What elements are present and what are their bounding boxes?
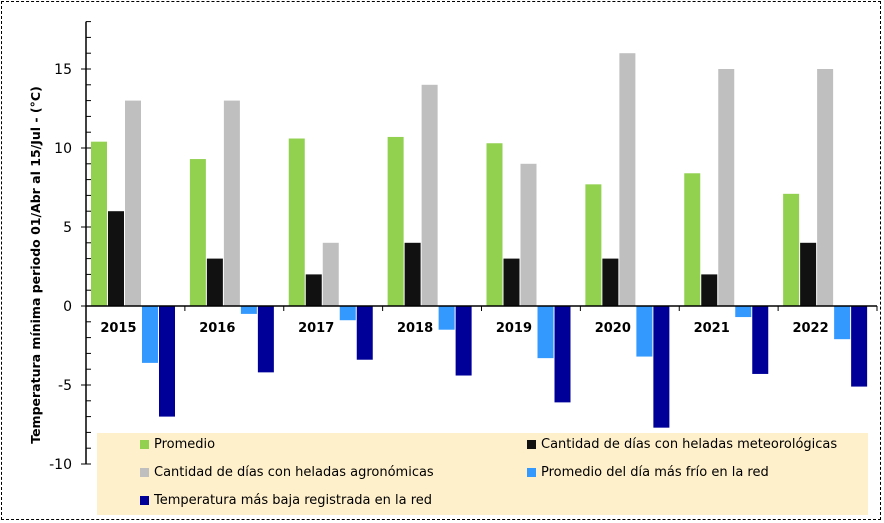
legend-item-temperatura-mas-baja: Temperatura más baja registrada en la re…	[140, 493, 432, 508]
bar-2021-series-1	[701, 274, 718, 306]
bar-2021-series-4	[752, 306, 769, 374]
legend-swatch	[527, 440, 536, 449]
x-tick-label: 2022	[792, 321, 828, 336]
bar-2015-series-4	[159, 306, 175, 417]
bar-2020-series-4	[653, 306, 670, 428]
y-axis-label: Temperatura mínima periodo 01/Abr al 15/…	[28, 86, 43, 444]
bar-2015-series-2	[125, 100, 141, 306]
bar-2017-series-4	[356, 306, 373, 360]
bar-2020-series-1	[602, 258, 619, 306]
bar-2016-series-1	[206, 258, 223, 306]
bar-2019-series-0	[486, 143, 503, 306]
bar-2020-series-0	[585, 184, 602, 306]
bar-2019-series-1	[503, 258, 520, 306]
legend: Promedio Cantidad de días con heladas me…	[97, 433, 868, 515]
legend-label: Promedio	[154, 437, 216, 452]
legend-swatch	[140, 468, 149, 477]
legend-label: Cantidad de días con heladas agronómicas	[154, 465, 434, 480]
x-tick-label: 2017	[298, 321, 334, 336]
bar-2018-series-4	[455, 306, 472, 376]
bar-2019-series-3	[537, 306, 554, 359]
bar-2019-series-2	[520, 163, 537, 306]
legend-item-heladas-agronomicas: Cantidad de días con heladas agronómicas	[140, 465, 434, 480]
bar-2015-series-3	[142, 306, 158, 363]
bar-2016-series-2	[223, 100, 240, 306]
bar-2022-series-2	[817, 69, 834, 306]
bar-2018-series-1	[404, 242, 421, 306]
legend-swatch	[527, 468, 536, 477]
bar-2018-series-0	[387, 136, 404, 306]
bar-2021-series-3	[735, 306, 752, 318]
x-tick-label: 2021	[694, 321, 730, 336]
bar-2016-series-0	[189, 159, 206, 306]
bar-2021-series-2	[718, 69, 735, 306]
bar-2015-series-0	[91, 141, 107, 306]
bar-2020-series-2	[619, 53, 636, 307]
y-tick-label: 5	[63, 220, 72, 236]
bar-2017-series-1	[305, 274, 322, 306]
bar-2017-series-0	[288, 138, 305, 306]
bars-layer	[91, 53, 868, 428]
legend-label: Temperatura más baja registrada en la re…	[154, 493, 433, 508]
x-tick-label: 2016	[199, 321, 235, 336]
y-tick-label: 15	[54, 62, 72, 78]
y-tick-label: -5	[58, 378, 72, 394]
x-tick-label: 2020	[595, 321, 631, 336]
y-tick-label: 0	[63, 299, 72, 315]
bar-2022-series-1	[800, 242, 817, 306]
bar-2022-series-4	[851, 306, 868, 387]
x-tick-label: 2015	[100, 321, 136, 336]
legend-item-promedio: Promedio	[140, 437, 215, 452]
bar-2022-series-0	[783, 193, 800, 306]
legend-swatch	[140, 440, 149, 449]
x-tick-label: 2018	[397, 321, 433, 336]
legend-label: Cantidad de días con heladas meteorológi…	[541, 437, 838, 452]
bar-2021-series-0	[684, 173, 701, 306]
legend-label: Promedio del día más frío en la red	[541, 465, 769, 480]
bar-2016-series-3	[240, 306, 257, 314]
bar-2015-series-1	[108, 211, 124, 306]
bar-2018-series-2	[421, 84, 438, 306]
bar-2022-series-3	[834, 306, 851, 340]
y-tick-label: -10	[49, 457, 72, 473]
axes-layer: -10 -5 0 5 10 15 2015 2016 2017 2018 2019 2020 2021 2…	[49, 21, 878, 473]
bar-2019-series-4	[554, 306, 571, 403]
bar-2018-series-3	[438, 306, 455, 330]
bar-2020-series-3	[636, 306, 653, 357]
bar-2016-series-4	[257, 306, 274, 373]
y-tick-label: 10	[54, 141, 72, 157]
bar-2017-series-2	[322, 242, 339, 306]
legend-item-heladas-meteorologicas: Cantidad de días con heladas meteorológi…	[527, 437, 837, 452]
bar-2017-series-3	[339, 306, 356, 321]
legend-item-promedio-dia-frio: Promedio del día más frío en la red	[527, 465, 769, 480]
legend-swatch	[140, 496, 149, 505]
x-tick-label: 2019	[496, 321, 532, 336]
